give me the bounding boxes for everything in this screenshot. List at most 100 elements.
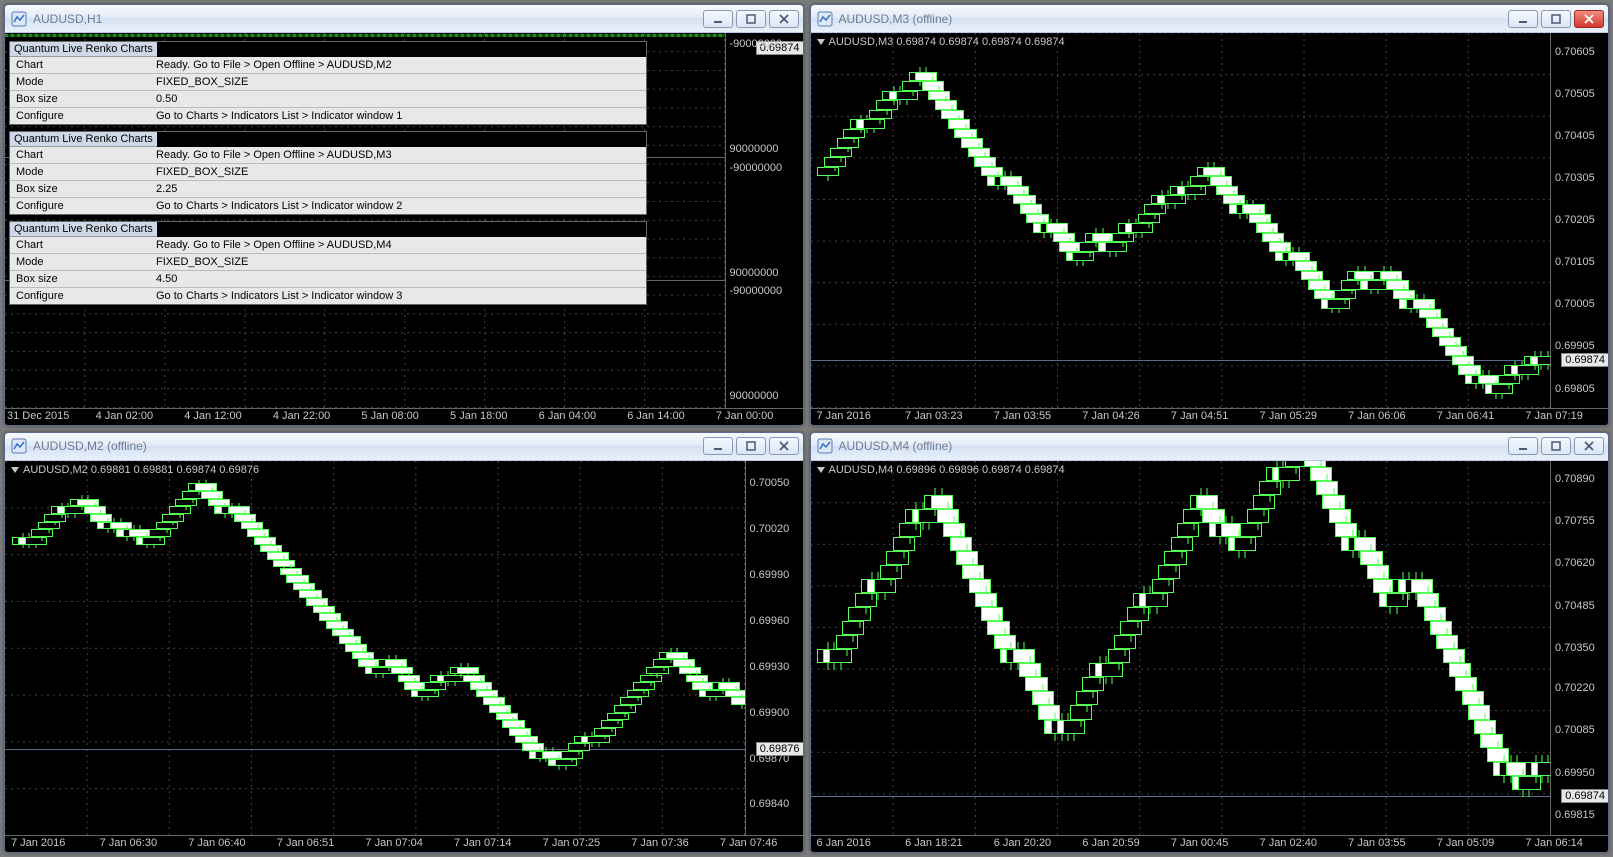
indicator-key: Configure <box>10 108 150 124</box>
indicator-row: Box size0.50 <box>10 90 646 107</box>
indicator-row: ModeFIXED_BOX_SIZE <box>10 253 646 270</box>
close-button[interactable] <box>769 10 799 28</box>
x-tick-label: 6 Jan 18:21 <box>905 837 963 849</box>
chart-window: AUDUSD,M3 (offline)AUDUSD,M3 0.69874 0.6… <box>810 4 1610 426</box>
minimize-button[interactable] <box>703 437 733 455</box>
indicator-key: Chart <box>10 57 150 73</box>
titlebar[interactable]: AUDUSD,H1 <box>5 5 803 33</box>
y-tick-label: 0.69805 <box>1555 383 1595 395</box>
dropdown-icon[interactable] <box>11 467 19 473</box>
y-tick-label: 0.70105 <box>1555 256 1595 268</box>
maximize-button[interactable] <box>1541 10 1571 28</box>
dropdown-icon[interactable] <box>817 467 825 473</box>
current-price-tag: 0.69874 <box>1561 789 1609 803</box>
minimize-button[interactable] <box>1508 10 1538 28</box>
indicator-key: Box size <box>10 271 150 287</box>
maximize-button[interactable] <box>736 10 766 28</box>
x-axis: 31 Dec 20154 Jan 02:004 Jan 12:004 Jan 2… <box>5 408 803 425</box>
y-tick-label: 0.70755 <box>1555 515 1595 527</box>
y-tick-label: 0.70405 <box>1555 130 1595 142</box>
indicator-panel: Quantum Live Renko ChartsChartReady. Go … <box>9 221 647 305</box>
maximize-button[interactable] <box>736 437 766 455</box>
y-tick-label: 0.69815 <box>1555 809 1595 821</box>
y-tick-label: 0.70305 <box>1555 172 1595 184</box>
candle <box>1537 33 1550 408</box>
x-axis: 7 Jan 20167 Jan 03:237 Jan 03:557 Jan 04… <box>811 408 1609 425</box>
x-tick-label: 7 Jan 00:45 <box>1171 837 1229 849</box>
titlebar[interactable]: AUDUSD,M2 (offline) <box>5 433 803 461</box>
titlebar[interactable]: AUDUSD,M3 (offline) <box>811 5 1609 33</box>
x-tick-label: 5 Jan 18:00 <box>450 410 508 422</box>
close-button[interactable] <box>1574 10 1604 28</box>
x-tick-label: 7 Jan 00:00 <box>716 410 774 422</box>
x-tick-label: 7 Jan 07:19 <box>1525 410 1583 422</box>
app-icon <box>11 438 27 454</box>
y-tick-label: 90000000 <box>730 143 779 155</box>
y-tick-label: 0.70605 <box>1555 46 1595 58</box>
indicator-row: ConfigureGo to Charts > Indicators List … <box>10 107 646 124</box>
indicator-panel: Quantum Live Renko ChartsChartReady. Go … <box>9 41 647 125</box>
indicator-value: Go to Charts > Indicators List > Indicat… <box>150 198 646 214</box>
chart-canvas[interactable]: Quantum Live Renko ChartsChartReady. Go … <box>5 33 725 408</box>
y-tick-label: 0.70890 <box>1555 473 1595 485</box>
x-tick-label: 7 Jan 07:36 <box>631 837 689 849</box>
chart-legend: AUDUSD,M2 0.69881 0.69881 0.69874 0.6987… <box>11 464 259 476</box>
indicator-key: Chart <box>10 237 150 253</box>
x-tick-label: 7 Jan 06:14 <box>1525 837 1583 849</box>
price-strip <box>5 34 725 37</box>
y-tick-label: 0.70505 <box>1555 88 1595 100</box>
x-tick-label: 6 Jan 2016 <box>816 837 870 849</box>
indicator-value: FIXED_BOX_SIZE <box>150 74 646 90</box>
close-button[interactable] <box>769 437 799 455</box>
indicator-value: FIXED_BOX_SIZE <box>150 164 646 180</box>
indicator-row: ConfigureGo to Charts > Indicators List … <box>10 197 646 214</box>
indicator-key: Configure <box>10 198 150 214</box>
window-title: AUDUSD,H1 <box>33 12 703 26</box>
x-tick-label: 7 Jan 06:30 <box>100 837 158 849</box>
chart-canvas[interactable]: AUDUSD,M4 0.69896 0.69896 0.69874 0.6987… <box>811 461 1551 836</box>
indicator-row: ModeFIXED_BOX_SIZE <box>10 73 646 90</box>
indicator-key: Box size <box>10 181 150 197</box>
chart-window: AUDUSD,M4 (offline)AUDUSD,M4 0.69896 0.6… <box>810 432 1610 854</box>
titlebar[interactable]: AUDUSD,M4 (offline) <box>811 433 1609 461</box>
x-tick-label: 5 Jan 08:00 <box>361 410 419 422</box>
indicator-row: Box size4.50 <box>10 270 646 287</box>
indicator-row: ChartReady. Go to File > Open Offline > … <box>10 237 646 253</box>
x-tick-label: 4 Jan 12:00 <box>184 410 242 422</box>
x-axis: 7 Jan 20167 Jan 06:307 Jan 06:407 Jan 06… <box>5 835 803 852</box>
y-tick-label: 0.70005 <box>1555 298 1595 310</box>
x-tick-label: 7 Jan 2016 <box>11 837 65 849</box>
candle <box>731 461 744 836</box>
close-button[interactable] <box>1574 437 1604 455</box>
indicator-panel-title: Quantum Live Renko Charts <box>10 132 157 147</box>
x-tick-label: 7 Jan 05:09 <box>1437 837 1495 849</box>
indicator-value: Ready. Go to File > Open Offline > AUDUS… <box>150 237 646 253</box>
y-tick-label: 0.69950 <box>1555 767 1595 779</box>
chart-window: AUDUSD,M2 (offline) AUDUSD,M2 0.69881 0.6… <box>4 432 804 854</box>
minimize-button[interactable] <box>1508 437 1538 455</box>
y-tick-label: 90000000 <box>730 267 779 279</box>
x-tick-label: 7 Jan 06:40 <box>188 837 246 849</box>
indicator-value: 4.50 <box>150 271 646 287</box>
candle <box>1537 461 1550 836</box>
y-tick-label: 0.70620 <box>1555 557 1595 569</box>
indicator-value: Go to Charts > Indicators List > Indicat… <box>150 288 646 304</box>
x-tick-label: 7 Jan 03:23 <box>905 410 963 422</box>
indicator-row: Box size2.25 <box>10 180 646 197</box>
chart-canvas[interactable]: AUDUSD,M3 0.69874 0.69874 0.69874 0.6987… <box>811 33 1551 408</box>
x-tick-label: 7 Jan 07:46 <box>720 837 778 849</box>
y-tick-label: 0.69930 <box>750 661 790 673</box>
y-axis: 0.706050.705050.704050.703050.702050.701… <box>1550 33 1608 408</box>
maximize-button[interactable] <box>1541 437 1571 455</box>
indicator-key: Mode <box>10 254 150 270</box>
x-tick-label: 6 Jan 20:59 <box>1082 837 1140 849</box>
chart-canvas[interactable]: AUDUSD,M2 0.69881 0.69881 0.69874 0.6987… <box>5 461 745 836</box>
indicator-row: ModeFIXED_BOX_SIZE <box>10 163 646 180</box>
dropdown-icon[interactable] <box>817 39 825 45</box>
minimize-button[interactable] <box>703 10 733 28</box>
indicator-panel: Quantum Live Renko ChartsChartReady. Go … <box>9 131 647 215</box>
y-tick-label: 0.69900 <box>750 707 790 719</box>
y-tick-label: 90000000 <box>730 390 779 402</box>
x-tick-label: 7 Jan 2016 <box>816 410 870 422</box>
indicator-value: 0.50 <box>150 91 646 107</box>
